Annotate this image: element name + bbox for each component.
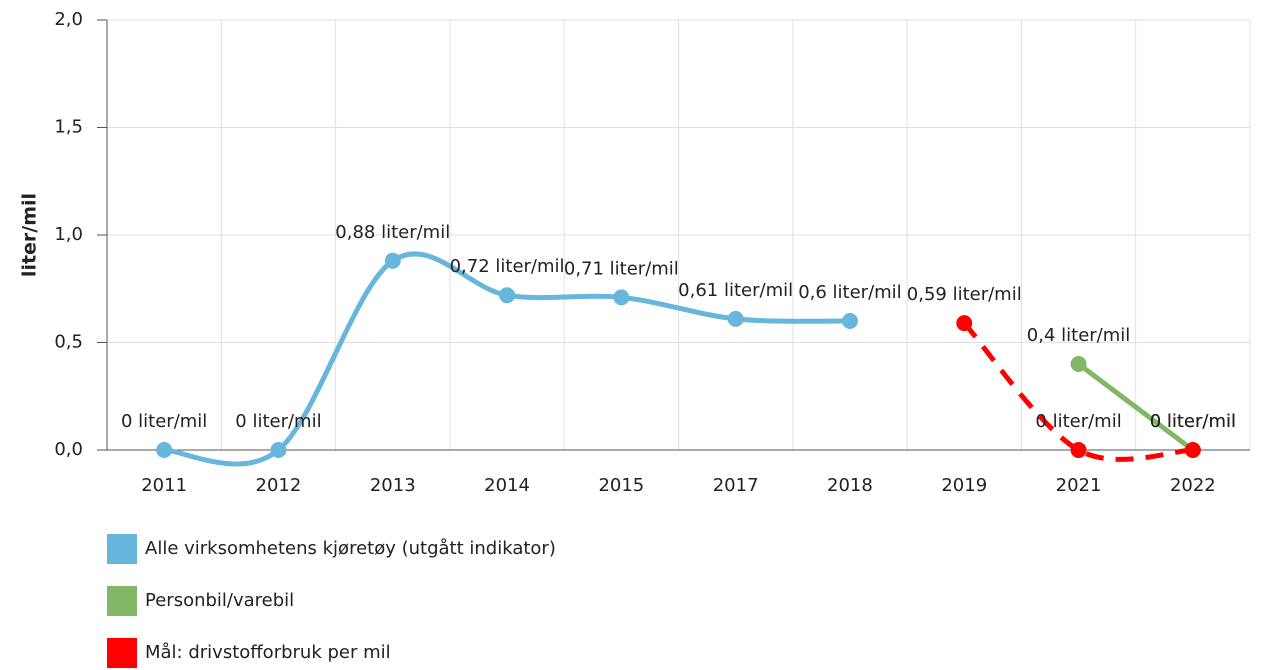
data-point [1184,442,1201,458]
data-label: 0 liter/mil [1035,411,1121,432]
data-label: 0,88 liter/mil [335,222,450,243]
data-label: 0,72 liter/mil [450,256,565,277]
y-tick-label: 0,0 [54,439,83,460]
data-point [841,313,858,329]
y-tick-label: 1,0 [54,224,83,245]
legend-label: Alle virksomhetens kjøretøy (utgått indi… [145,538,556,559]
x-tick-label: 2015 [598,475,644,496]
x-tick-label: 2013 [370,475,416,496]
series-line [1077,362,1195,452]
data-label: 0,59 liter/mil [907,284,1022,305]
x-tick-label: 2021 [1056,475,1102,496]
data-label: 0 liter/mil [1150,411,1236,432]
legend-swatch [107,638,137,668]
x-tick-label: 2019 [941,475,987,496]
data-label: 0,6 liter/mil [798,282,901,303]
data-point [156,442,173,458]
data-label: 0,71 liter/mil [564,258,679,279]
x-tick-label: 2012 [256,475,302,496]
data-point [499,287,516,304]
x-tick-label: 2014 [484,475,530,496]
legend-label: Personbil/varebil [145,590,294,611]
x-tick-label: 2022 [1170,475,1216,496]
series-line [962,321,1193,462]
data-point [270,442,287,458]
legend-swatch [107,534,137,564]
data-label: 0 liter/mil [235,411,321,432]
data-point [384,252,401,269]
data-point [727,310,744,327]
x-tick-label: 2017 [713,475,759,496]
data-point [956,315,973,332]
data-point [1070,356,1087,372]
legend-label: Mål: drivstofforbruk per mil [145,642,391,663]
y-tick-label: 2,0 [54,9,83,30]
data-point [613,289,630,306]
y-tick-label: 1,5 [54,117,83,138]
legend-swatch [107,586,137,616]
y-axis-label: liter/mil [19,193,41,277]
data-label: 0,4 liter/mil [1027,325,1130,346]
data-label: 0,61 liter/mil [678,280,793,301]
x-tick-label: 2018 [827,475,873,496]
data-point [1070,442,1087,458]
data-label: 0 liter/mil [121,411,207,432]
x-tick-label: 2011 [141,475,187,496]
y-tick-label: 0,5 [54,332,83,353]
data-label: 0 liter/mil [1150,411,1236,432]
